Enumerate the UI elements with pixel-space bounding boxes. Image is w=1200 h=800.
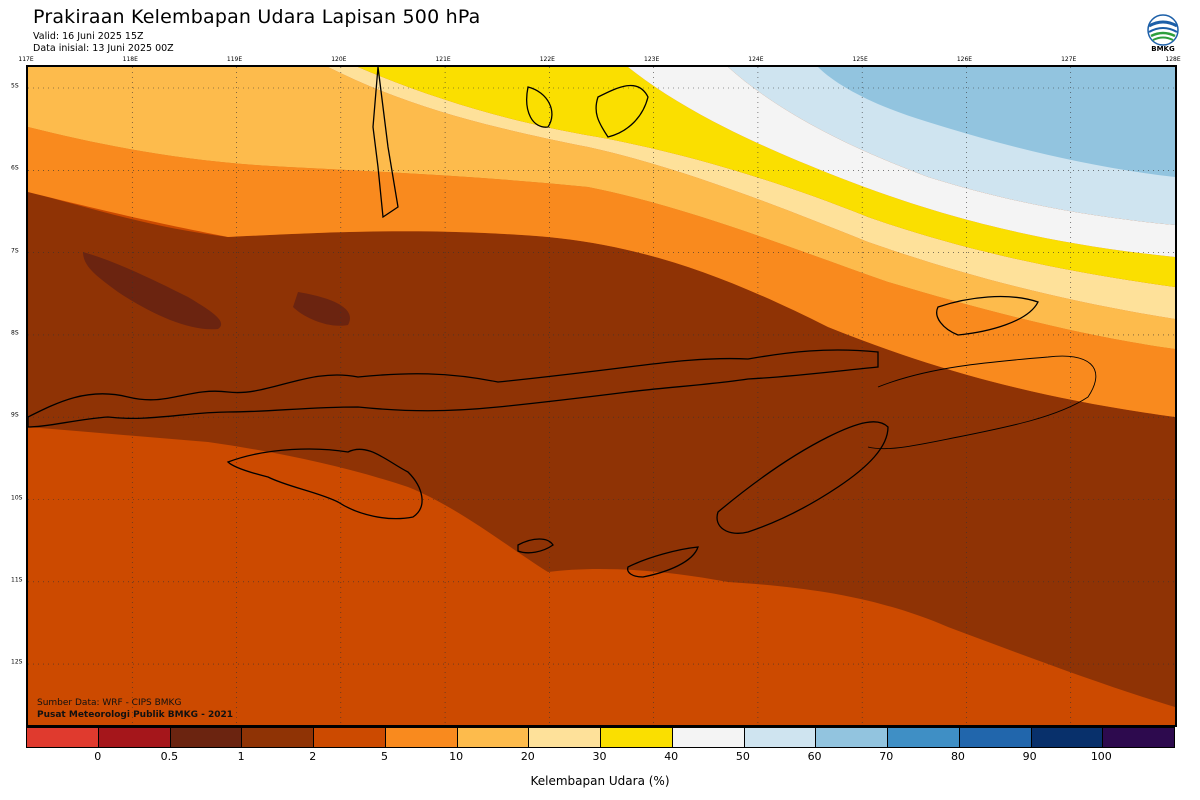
colorbar-segment — [672, 728, 745, 747]
humidity-map-svg — [28, 67, 1175, 725]
coast-sawu — [517, 538, 554, 554]
lon-label: 127E — [1061, 56, 1077, 63]
colorbar-tick-label: 70 — [879, 750, 894, 763]
colorbar-segment — [1103, 728, 1174, 747]
colorbar-segment — [601, 728, 673, 747]
colorbar-segment — [27, 728, 99, 747]
data-source-credit: Sumber Data: WRF - CIPS BMKG — [37, 698, 182, 708]
colorbar-tick-label: 80 — [950, 750, 965, 763]
lat-label: 10S — [11, 494, 23, 501]
band-50-60 — [628, 67, 1175, 257]
coast-timor — [716, 421, 889, 534]
colorbar-segment — [888, 728, 960, 747]
coast-buton — [526, 86, 553, 128]
lon-label: 124E — [748, 56, 764, 63]
colorbar-tick-label: 40 — [664, 750, 679, 763]
band-10-20 — [28, 127, 1175, 417]
lon-label: 128E — [1165, 56, 1181, 63]
band-40-50 — [358, 67, 1175, 287]
colorbar-tick-label: 10 — [449, 750, 464, 763]
colorbar — [26, 727, 1175, 748]
lon-label: 120E — [331, 56, 347, 63]
lon-label: 121E — [435, 56, 451, 63]
lon-label: 123E — [644, 56, 660, 63]
organization-credit: Pusat Meteorologi Publik BMKG - 2021 — [37, 710, 234, 720]
coast-wetar — [936, 295, 1039, 336]
band-1-2-patch-mid — [293, 292, 350, 326]
colorbar-title: Kelembapan Udara (%) — [530, 774, 670, 788]
lon-label: 125E — [852, 56, 868, 63]
coast-sumba — [226, 448, 423, 520]
humidity-map — [26, 65, 1177, 727]
initial-data-time: Data inisial: 13 Juni 2025 00Z — [33, 43, 174, 54]
lat-label: 8S — [11, 329, 19, 337]
map-title: Prakiraan Kelembapan Udara Lapisan 500 h… — [33, 6, 481, 28]
colorbar-tick-label: 60 — [807, 750, 822, 763]
coast-timor-sea-boundary — [867, 355, 1097, 450]
lat-label: 5S — [11, 82, 19, 90]
band-2-5 — [28, 192, 1175, 707]
coast-lombok-sumbawa — [28, 349, 879, 428]
coast-rote — [627, 546, 699, 578]
colorbar-tick-label: 90 — [1022, 750, 1037, 763]
lat-label: 7S — [11, 247, 19, 255]
colorbar-segment — [170, 728, 243, 747]
colorbar-tick-label: 1 — [237, 750, 245, 763]
colorbar-segment — [314, 728, 386, 747]
lat-label: 11S — [11, 576, 23, 584]
colorbar-tick-label: 2 — [309, 750, 317, 763]
colorbar-segment — [457, 728, 530, 747]
graticule — [28, 67, 1175, 725]
band-70-80 — [818, 67, 1175, 177]
lon-label: 126E — [956, 56, 973, 63]
colorbar-segment — [744, 728, 817, 747]
lat-label: 9S — [11, 411, 19, 419]
colorbar-segment — [959, 728, 1032, 747]
lat-label: 6S — [11, 164, 19, 172]
colorbar-segment — [98, 728, 171, 747]
lon-label: 118E — [122, 56, 138, 63]
bmkg-logo-icon — [1147, 14, 1179, 46]
colorbar-tick-label: 0.5 — [160, 750, 179, 763]
band-30-40 — [68, 67, 1175, 319]
colorbar-tick-label: 20 — [520, 750, 535, 763]
colorbar-tick-label: 50 — [735, 750, 750, 763]
lon-label: 117E — [18, 56, 34, 63]
colorbar-segment — [529, 728, 601, 747]
valid-time: Valid: 16 Juni 2025 15Z — [33, 31, 144, 42]
colorbar-segment — [816, 728, 888, 747]
logo-label: BMKG — [1151, 45, 1175, 53]
colorbar-tick-label: 100 — [1090, 750, 1112, 763]
band-1-2-patch-west — [83, 252, 222, 330]
lat-label: 12S — [11, 658, 23, 666]
band-20-30 — [28, 67, 1175, 349]
coast-sulawesi-south — [372, 67, 399, 219]
colorbar-segment — [1031, 728, 1104, 747]
coastlines — [28, 67, 1097, 578]
colorbar-tick-label: 0 — [94, 750, 102, 763]
colorbar-segment — [385, 728, 458, 747]
lon-label: 119E — [226, 56, 243, 63]
colorbar-tick-label: 5 — [380, 750, 388, 763]
coast-flores-sea-islands — [595, 84, 649, 138]
lon-label: 122E — [539, 56, 555, 63]
colorbar-segment — [242, 728, 314, 747]
colorbar-tick-label: 30 — [592, 750, 607, 763]
